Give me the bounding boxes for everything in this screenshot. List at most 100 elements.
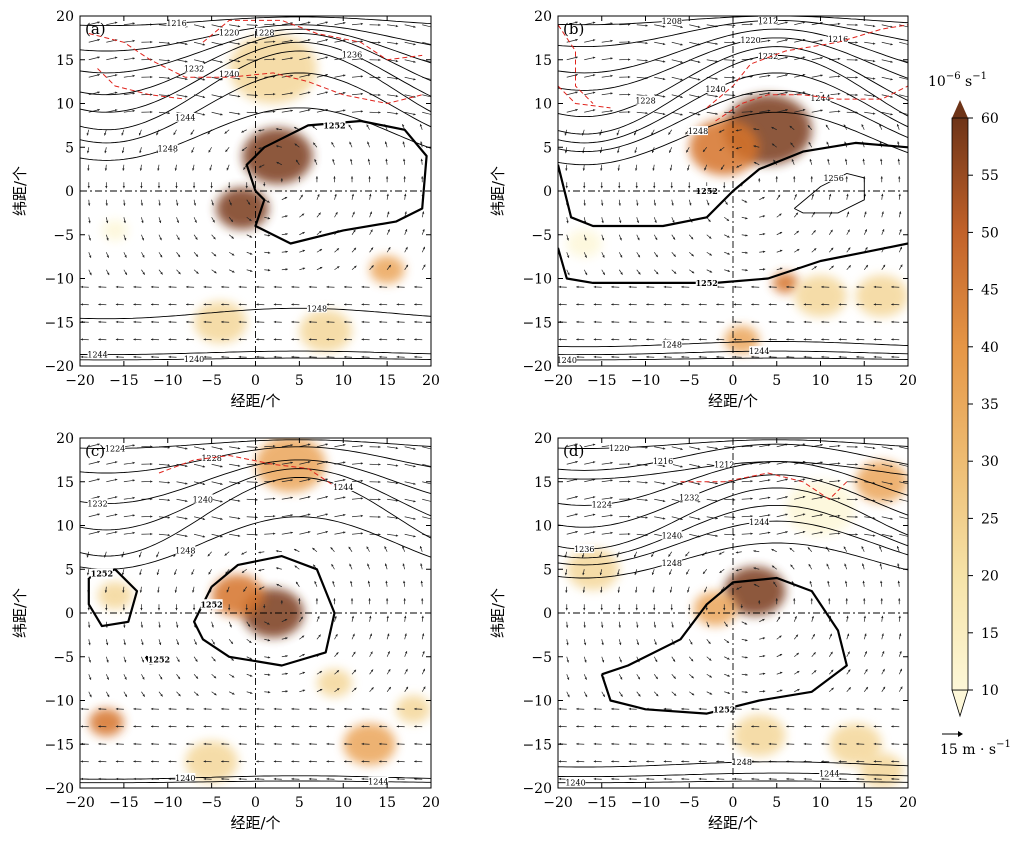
wind-vector-head	[821, 338, 824, 341]
wind-vector-head	[719, 148, 722, 151]
wind-vector-head	[167, 111, 170, 115]
wind-vector-head	[637, 676, 640, 680]
wind-vector-head	[732, 498, 736, 501]
wind-vector-head	[891, 303, 894, 306]
wind-vector-head	[256, 355, 259, 359]
wind-vector-head	[114, 91, 118, 94]
wind-vector-head	[314, 581, 317, 584]
x-tick-label: 5	[772, 373, 781, 389]
wind-vector-head	[291, 303, 294, 306]
wind-vector-head	[80, 355, 84, 359]
wind-vector-head	[290, 496, 293, 499]
wind-vector-head	[584, 238, 587, 241]
wind-vector-head	[785, 513, 788, 516]
wind-vector-head	[256, 320, 259, 324]
wind-vector-head	[715, 42, 718, 45]
wind-vector-head	[291, 760, 294, 763]
vector-key-arrowhead	[958, 731, 963, 737]
wind-vector-head	[899, 229, 902, 232]
wind-vector-head	[767, 39, 771, 42]
wind-vector-head	[745, 217, 748, 220]
wind-vector-head	[361, 285, 364, 289]
wind-vector	[422, 111, 431, 115]
y-tick-label: 10	[534, 97, 552, 113]
wind-vector-head	[419, 124, 423, 127]
wind-vector-head	[344, 285, 347, 289]
wind-vector-head	[558, 707, 562, 711]
wind-vector-head	[865, 247, 868, 250]
wind-vector-head	[856, 320, 859, 324]
wind-vector-head	[231, 658, 234, 661]
wind-vector-head	[821, 707, 824, 711]
x-tick-label: 20	[422, 795, 440, 811]
wind-vector-head	[794, 616, 797, 619]
wind-vector-head	[725, 202, 728, 205]
contour-label: 1236	[342, 50, 362, 59]
wind-vector-head	[592, 56, 596, 59]
wind-vector-head	[167, 516, 170, 519]
wind-vector-head	[628, 532, 631, 536]
wind-vector-head	[89, 694, 92, 698]
wind-vector-head	[715, 95, 718, 98]
wind-vector-head	[704, 589, 707, 593]
wind-vector-head	[403, 193, 407, 197]
wind-vector-head	[576, 355, 579, 359]
wind-vector-head	[185, 60, 188, 63]
wind-vector-head	[821, 742, 824, 746]
wind-vector-head	[192, 186, 196, 189]
wind-vector-head	[273, 725, 277, 728]
wind-vector-head	[123, 203, 126, 206]
wind-vector-head	[150, 320, 154, 324]
wind-vector-head	[177, 659, 180, 663]
wind-vector-head	[663, 285, 667, 289]
vorticity-blob	[785, 480, 856, 536]
wind-vector-head	[258, 165, 262, 168]
wind-vector-head	[307, 56, 311, 59]
wind-vector-head	[333, 176, 336, 179]
wind-vector-head	[703, 149, 706, 152]
wind-vector-head	[255, 516, 258, 519]
vorticity-blob	[693, 591, 738, 627]
wind-vector-head	[753, 583, 757, 587]
wind-vector-head	[637, 254, 640, 258]
wind-vector-head	[856, 725, 859, 728]
wind-vector-head	[330, 547, 333, 550]
wind-vector-head	[600, 168, 603, 171]
wind-vector-head	[855, 41, 858, 44]
wind-vector-head	[732, 76, 736, 79]
wind-vector-head	[395, 94, 399, 98]
wind-vector	[422, 24, 431, 28]
wind-vector-head	[133, 285, 136, 289]
wind-vector-head	[395, 59, 399, 63]
y-tick-label: −5	[531, 650, 552, 666]
wind-vector	[422, 498, 431, 502]
x-tick-label: 20	[422, 373, 440, 389]
y-tick-label: 20	[56, 9, 74, 25]
wind-vector-head	[636, 220, 640, 223]
wind-vector-head	[354, 687, 357, 691]
wind-vector-head	[160, 272, 163, 275]
wind-vector-head	[827, 580, 830, 584]
wind-vector-head	[105, 642, 109, 646]
wind-vector-head	[900, 264, 903, 268]
wind-vector-head	[671, 625, 674, 628]
wind-vector-head	[124, 255, 127, 258]
wind-vector-head	[258, 129, 261, 132]
wind-vector-head	[385, 158, 388, 162]
wind-vector-head	[290, 92, 293, 95]
wind-vector-head	[212, 641, 215, 645]
wind-vector-head	[830, 247, 834, 251]
wind-vector-head	[420, 141, 423, 144]
wind-vector-head	[291, 725, 294, 728]
wind-vector-head	[318, 212, 321, 216]
wind-vector-head	[751, 725, 754, 728]
wind-vector-head	[132, 109, 135, 113]
wind-vector-head	[620, 694, 623, 697]
wind-vector-head	[898, 633, 902, 636]
wind-vector-head	[898, 211, 902, 214]
wind-vector-head	[421, 176, 424, 179]
wind-vector-head	[267, 656, 271, 659]
wind-vector-head	[386, 193, 389, 197]
wind-vector-head	[753, 127, 756, 131]
wind-vector	[899, 533, 908, 537]
